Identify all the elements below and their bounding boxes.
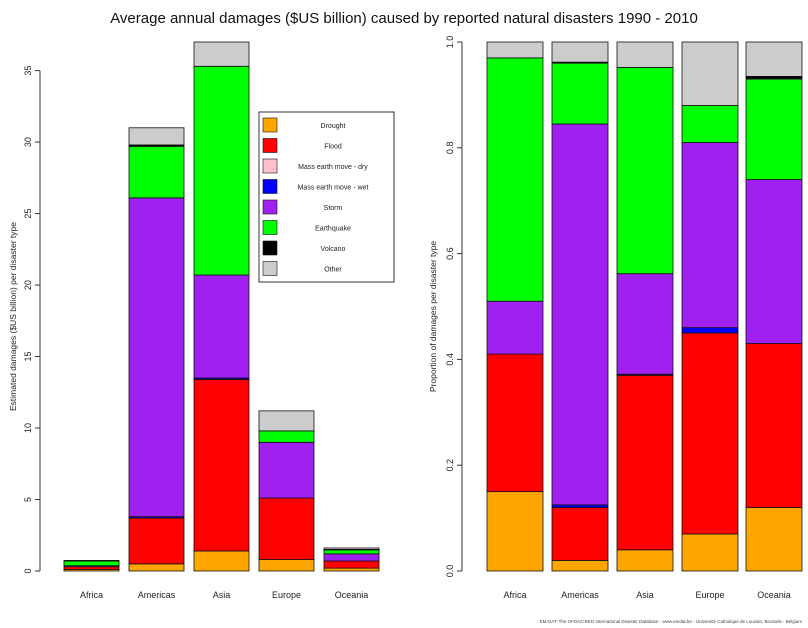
bar-segment [128, 127, 185, 146]
bar-segment [258, 410, 315, 432]
legend-swatch [262, 220, 278, 235]
legend-label: Other [324, 267, 342, 274]
y-tick-label: 15 [23, 352, 33, 362]
bar-segment [616, 549, 674, 572]
y-tick-label: 1.0 [445, 36, 455, 49]
bar-segment [323, 553, 380, 562]
legend-label: Mass earth move - dry [298, 164, 368, 171]
legend-label: Drought [321, 123, 346, 130]
source-credit: EM-DAT: The OFDA/CRED International Disa… [539, 619, 802, 624]
bar-segment [745, 41, 803, 77]
x-tick-label: Europe [695, 590, 724, 600]
bar-segment [681, 142, 739, 329]
bar-segment [551, 560, 609, 572]
bar-segment [486, 491, 544, 572]
legend-swatch [262, 240, 278, 256]
bar-segment [681, 332, 739, 535]
bar-segment [258, 497, 315, 560]
y-tick-label: 35 [23, 66, 33, 76]
bar-segment [128, 563, 185, 572]
x-tick-label: Europe [272, 590, 301, 600]
legend-swatch [262, 138, 278, 153]
legend-label: Volcano [321, 246, 346, 253]
x-tick-label: Asia [636, 590, 654, 600]
bar-segment [486, 353, 544, 493]
bar-segment [193, 274, 250, 379]
legend-swatch [262, 158, 278, 174]
y-tick-label: 10 [23, 423, 33, 433]
bar-segment [681, 105, 739, 143]
bar-segment [551, 62, 609, 125]
bar-segment [258, 430, 315, 443]
bar-segment [551, 123, 609, 506]
bar-segment [193, 550, 250, 572]
bar-segment [193, 41, 250, 67]
x-tick-label: Oceania [757, 590, 791, 600]
legend-label: Storm [324, 205, 343, 212]
legend-swatch [262, 261, 278, 276]
bar-segment [616, 66, 674, 275]
bar-segment [63, 560, 120, 567]
bar-segment [258, 441, 315, 499]
y-tick-label: 0.2 [445, 459, 455, 472]
legend-label: Earthquake [315, 226, 351, 233]
legend-swatch [262, 117, 278, 133]
bar-segment [128, 145, 185, 199]
x-tick-label: Oceania [335, 590, 369, 600]
bar-segment [745, 78, 803, 180]
bar-segment [193, 379, 250, 552]
bar-segment [616, 41, 674, 68]
bar-segment [486, 57, 544, 302]
x-tick-label: Africa [503, 590, 526, 600]
y-tick-label: 0.0 [445, 565, 455, 578]
y-tick-label: 0.8 [445, 142, 455, 155]
bar-segment [681, 533, 739, 572]
y-tick-label: 0.4 [445, 353, 455, 366]
y-tick-label: 5 [23, 497, 33, 502]
bar-segment [551, 507, 609, 561]
bar-segment [258, 559, 315, 572]
bar-segment [681, 327, 739, 334]
y-axis-label: Proportion of damages per disaster type [428, 241, 438, 392]
bar-segment [745, 179, 803, 344]
y-tick-label: 30 [23, 137, 33, 147]
bar-segment [323, 567, 380, 572]
bar-segment [128, 517, 185, 565]
y-tick-label: 20 [23, 280, 33, 290]
bar-segment [486, 41, 544, 59]
bar-segment [745, 507, 803, 572]
y-tick-label: 0 [23, 568, 33, 573]
y-tick-label: 25 [23, 209, 33, 219]
y-tick-label: 0.6 [445, 247, 455, 260]
legend-box [258, 111, 395, 283]
x-tick-label: Asia [213, 590, 231, 600]
bar-segment [128, 197, 185, 518]
legend-label: Mass earth move - wet [298, 185, 369, 192]
bar-segment [63, 566, 120, 570]
y-axis-label: Estimated damages ($US billion) per disa… [8, 222, 18, 411]
bar-segment [616, 273, 674, 375]
bar-segment [323, 560, 380, 569]
bar-segment [323, 547, 380, 550]
x-tick-label: Africa [80, 590, 103, 600]
x-tick-label: Americas [138, 590, 176, 600]
bar-segment [681, 41, 739, 106]
bar-segment [551, 41, 609, 63]
chart-title: Average annual damages ($US billion) cau… [110, 10, 698, 27]
legend-swatch [262, 199, 278, 215]
x-tick-label: Americas [561, 590, 599, 600]
bar-segment [616, 374, 674, 551]
bar-segment [745, 343, 803, 508]
legend-label: Flood [324, 144, 342, 151]
bar-segment [63, 560, 120, 562]
legend-swatch [262, 179, 278, 194]
bar-segment [486, 300, 544, 355]
bar-segment [193, 65, 250, 276]
